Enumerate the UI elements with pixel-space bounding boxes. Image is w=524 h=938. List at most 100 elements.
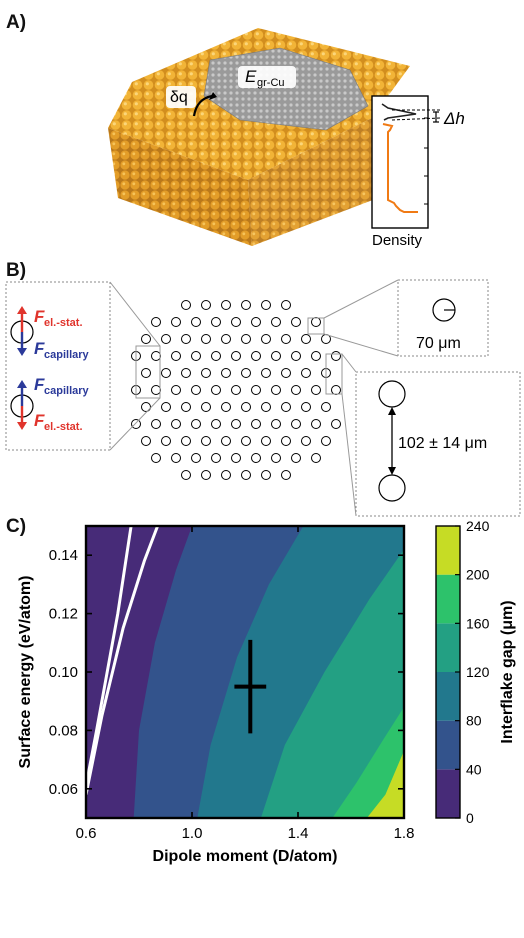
dq-symbol: δq — [170, 89, 188, 106]
hole — [171, 317, 181, 327]
panel-a-label: A) — [6, 12, 27, 33]
hole — [221, 300, 231, 310]
y-tick-label: 0.08 — [49, 722, 78, 739]
colorbar-tick-label: 120 — [466, 664, 490, 680]
hole — [241, 368, 251, 378]
hole — [151, 317, 161, 327]
colorbar-tick-label: 200 — [466, 567, 490, 583]
hole — [301, 402, 311, 412]
panel-b-illustration: F el.-stat. F capillary F capillary F el… — [5, 279, 521, 517]
left-zoom-line-1 — [109, 281, 161, 347]
white-contours — [86, 526, 160, 795]
hole — [311, 385, 321, 395]
hole — [171, 351, 181, 361]
hole — [331, 351, 341, 361]
x-tick-label: 1.0 — [182, 825, 203, 842]
x-tick-label: 1.8 — [394, 825, 415, 842]
hole — [331, 385, 341, 395]
colorbar-label: Interflake gap (μm) — [499, 600, 516, 743]
gap-zoom-box — [355, 371, 521, 517]
hole — [221, 402, 231, 412]
hole — [171, 385, 181, 395]
hole — [291, 351, 301, 361]
y-axis-label: Surface energy (eV/atom) — [17, 576, 34, 769]
hole — [271, 385, 281, 395]
hole — [321, 436, 331, 446]
hole — [201, 402, 211, 412]
hole — [281, 436, 291, 446]
diameter-zoom-target — [307, 317, 325, 335]
hole — [201, 470, 211, 480]
hole — [161, 436, 171, 446]
el-stat-head-top — [17, 306, 27, 314]
hole — [321, 402, 331, 412]
contour-bands — [86, 526, 404, 818]
hole — [331, 419, 341, 429]
hole — [241, 470, 251, 480]
hole — [151, 453, 161, 463]
hole — [291, 385, 301, 395]
hole — [181, 470, 191, 480]
cap-head-bottom — [17, 380, 27, 388]
hole — [311, 419, 321, 429]
hole — [241, 436, 251, 446]
colorbar-segment — [436, 574, 460, 624]
hole-array — [131, 300, 341, 480]
hole — [201, 436, 211, 446]
contour-band-5 — [366, 750, 404, 818]
hole — [221, 436, 231, 446]
hole — [161, 402, 171, 412]
cap-symbol-bottom: F — [34, 375, 45, 394]
hole — [291, 419, 301, 429]
hole — [271, 419, 281, 429]
colorbar-segment — [436, 623, 460, 672]
gap-label: 102 ± 14 μm — [398, 435, 487, 452]
colorbar-tick-label: 40 — [466, 761, 482, 777]
hole — [211, 317, 221, 327]
hole — [181, 402, 191, 412]
colorbar-segment — [436, 672, 460, 721]
hole — [191, 453, 201, 463]
hole — [171, 419, 181, 429]
hole — [251, 351, 261, 361]
hole — [281, 334, 291, 344]
cap-head-top — [17, 348, 27, 356]
hole — [291, 317, 301, 327]
hole — [231, 351, 241, 361]
gap-arrow-head-top — [388, 407, 396, 415]
dq-label-box — [166, 86, 196, 108]
hole — [261, 368, 271, 378]
el-stat-symbol-bottom: F — [34, 411, 45, 430]
panel-c-label: C) — [6, 516, 27, 537]
hole — [281, 402, 291, 412]
energy-label-box — [238, 66, 296, 88]
hole — [301, 368, 311, 378]
colorbar-ticks: 0 40 80 120 160 200 240 — [455, 518, 490, 826]
dh-symbol: Δh — [443, 109, 465, 128]
hole — [241, 334, 251, 344]
contour-band-3 — [260, 549, 404, 818]
hole — [251, 419, 261, 429]
hole — [251, 453, 261, 463]
colorbar-segment — [436, 526, 460, 575]
dq-arrow — [192, 94, 213, 117]
hole — [151, 385, 161, 395]
hole — [131, 419, 141, 429]
x-axis-label: Dipole moment (D/atom) — [153, 848, 338, 865]
left-zoom-target — [135, 345, 161, 399]
density-profile-copper — [382, 123, 418, 213]
energy-subscript: gr-Cu — [257, 77, 285, 89]
hole — [291, 453, 301, 463]
y-tick-label: 0.12 — [49, 606, 78, 623]
hole — [141, 436, 151, 446]
hole — [151, 419, 161, 429]
hole — [191, 419, 201, 429]
hole — [191, 317, 201, 327]
hole — [161, 368, 171, 378]
data-point — [234, 639, 267, 734]
hole — [231, 453, 241, 463]
hole — [301, 436, 311, 446]
el-stat-head-bottom — [17, 422, 27, 430]
white-contour-2 — [86, 526, 160, 795]
hole — [261, 300, 271, 310]
